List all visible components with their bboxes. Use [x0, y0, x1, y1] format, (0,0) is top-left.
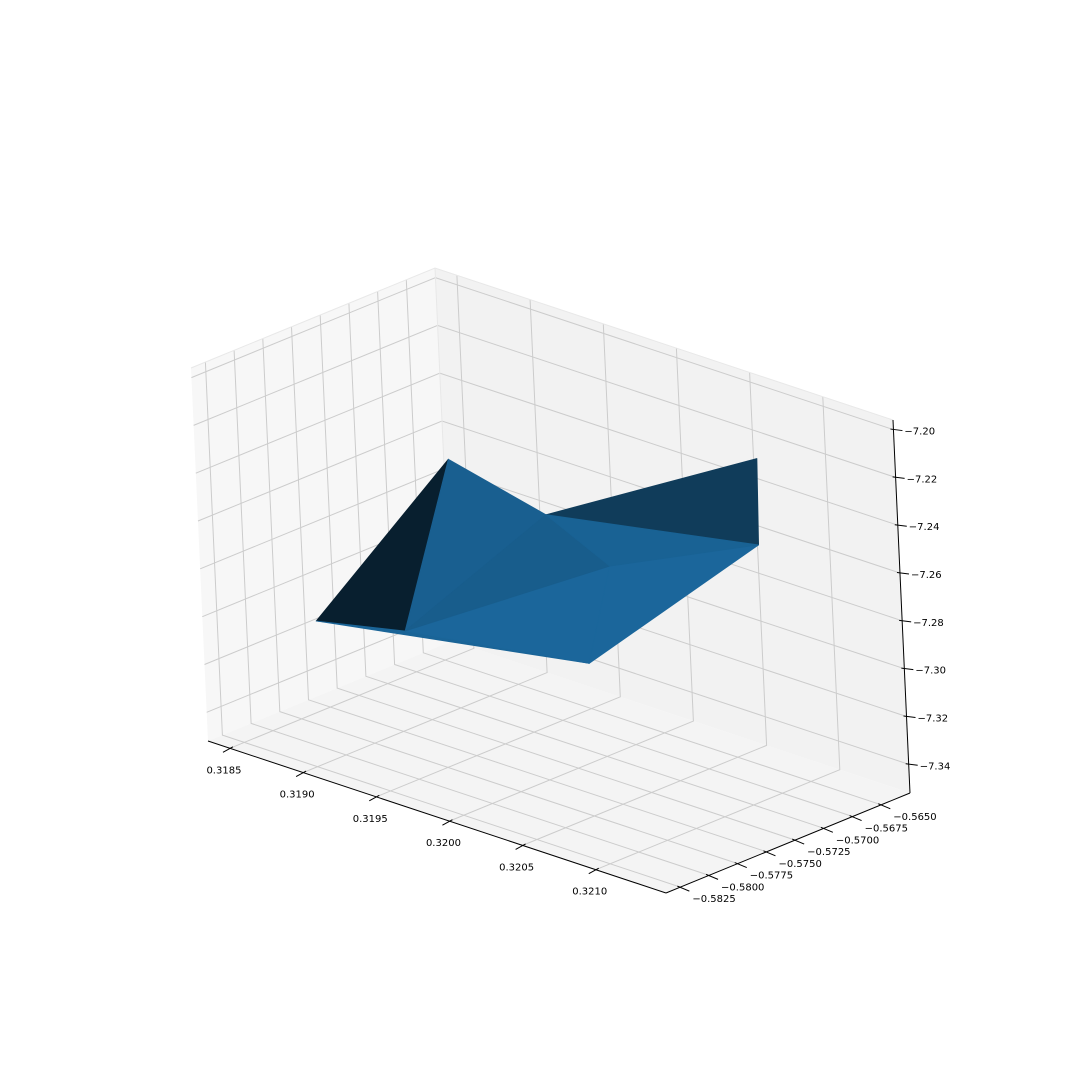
pane-floor — [208, 641, 910, 893]
grid-line-x — [595, 396, 841, 871]
x-tick — [442, 819, 453, 826]
grid-line-y — [377, 291, 853, 817]
y-tick-label: −0.5800 — [721, 882, 764, 893]
tick-labels: 0.3185 0.3190 0.3195 0.3200 0.3205 0.3210 −0.5… — [206, 427, 950, 906]
z-tick — [905, 763, 918, 766]
y-tick — [820, 826, 834, 833]
y-axis-line — [665, 792, 911, 894]
z-tick-label: −7.20 — [904, 427, 935, 438]
z-tick-label: −7.28 — [913, 618, 944, 629]
z-tick-label: −7.34 — [920, 761, 951, 772]
y-tick-label: −0.5825 — [692, 894, 735, 905]
tick-marks — [222, 428, 918, 892]
x-axis-line — [207, 740, 667, 894]
y-tick-label: −0.5725 — [807, 847, 850, 858]
z-tick — [899, 619, 912, 623]
z-tick-label: −7.26 — [911, 570, 942, 581]
y-tick — [763, 850, 776, 857]
surface-mesh — [315, 458, 759, 664]
grid-line-y — [405, 279, 882, 806]
grid-line-y — [204, 362, 681, 888]
z-tick — [890, 428, 903, 432]
x-tick-label: 0.3205 — [499, 862, 534, 873]
surface-face — [545, 514, 759, 567]
y-tick — [849, 815, 862, 821]
z-tick-label: −7.22 — [907, 474, 938, 485]
z-tick — [903, 715, 916, 718]
x-tick — [295, 770, 307, 778]
x-tick-label: 0.3185 — [206, 765, 241, 776]
x-tick — [222, 746, 234, 753]
x-tick-label: 0.3190 — [280, 790, 315, 801]
grid-line-x — [302, 299, 548, 774]
y-tick — [677, 885, 690, 892]
z-tick — [901, 667, 914, 671]
grid-line-y — [348, 303, 825, 829]
x-tick — [588, 867, 600, 875]
y-tick — [791, 838, 805, 845]
x-tick — [515, 843, 526, 850]
y-tick-label: −0.5650 — [893, 812, 936, 823]
x-tick-label: 0.3195 — [353, 814, 388, 825]
y-tick — [734, 862, 747, 869]
grid-line-x — [449, 348, 694, 822]
y-tick-label: −0.5775 — [750, 871, 793, 882]
grid-line-y — [233, 350, 710, 876]
grid-line-y — [291, 326, 767, 853]
y-tick — [705, 873, 719, 880]
z-tick-label: −7.30 — [915, 666, 946, 677]
z-tick-label: −7.24 — [909, 522, 940, 533]
z-axis-line — [892, 419, 911, 794]
z-tick — [892, 476, 905, 479]
grid-line-y — [319, 315, 796, 841]
x-tick-label: 0.3200 — [426, 838, 461, 849]
grid-line-x — [229, 275, 475, 749]
z-tick — [894, 524, 907, 527]
y-tick-label: −0.5700 — [836, 835, 879, 846]
x-tick — [369, 794, 380, 802]
grid-line-y — [262, 338, 738, 865]
y-tick-label: −0.5750 — [778, 859, 821, 870]
z-tick — [896, 572, 910, 575]
y-tick — [878, 803, 891, 810]
x-tick-label: 0.3210 — [572, 887, 607, 898]
z-tick-label: −7.32 — [918, 713, 949, 724]
y-tick-label: −0.5675 — [865, 824, 908, 835]
grid-line-x — [376, 323, 621, 798]
